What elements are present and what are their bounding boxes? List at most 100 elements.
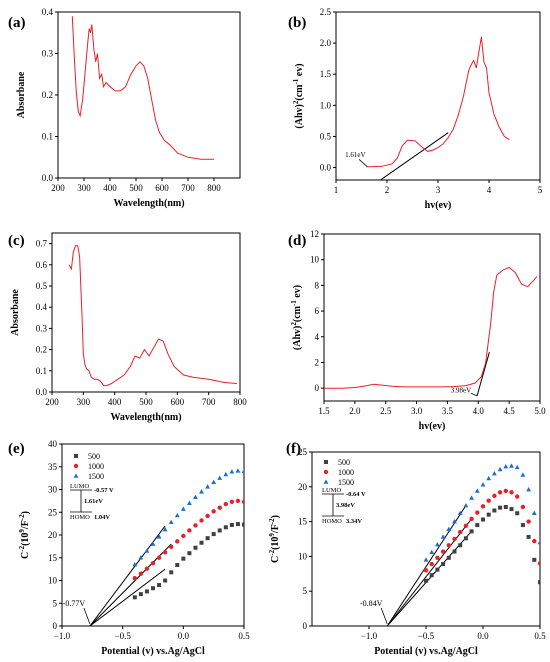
data-point bbox=[229, 522, 234, 527]
data-point bbox=[440, 534, 446, 539]
data-point bbox=[498, 505, 503, 510]
data-point bbox=[187, 551, 192, 556]
x-tick-label: 2 bbox=[385, 185, 390, 195]
y-tick-label: 0 bbox=[53, 621, 58, 631]
x-tick-label: 800 bbox=[207, 183, 221, 193]
x-tick-label: 2.5 bbox=[380, 406, 392, 416]
data-point bbox=[235, 498, 241, 504]
panel-label: (f) bbox=[286, 441, 301, 457]
data-point bbox=[193, 523, 198, 528]
lumo-label: LUMO bbox=[70, 483, 89, 490]
data-point bbox=[526, 519, 531, 524]
data-point bbox=[526, 486, 531, 492]
data-point bbox=[515, 494, 520, 499]
plot-area bbox=[71, 16, 214, 160]
series-line bbox=[71, 16, 214, 160]
data-point bbox=[435, 555, 440, 560]
y-tick-label: 0.3 bbox=[36, 323, 48, 333]
data-point bbox=[520, 472, 526, 477]
x-tick-label: 500 bbox=[139, 397, 153, 407]
fit-line bbox=[386, 505, 467, 626]
x-tick-label: 400 bbox=[108, 397, 122, 407]
legend-label: 1000 bbox=[88, 462, 104, 471]
data-point bbox=[151, 586, 155, 591]
data-point bbox=[503, 488, 508, 494]
x-tick-label: 300 bbox=[77, 397, 91, 407]
x-tick-label: 300 bbox=[77, 183, 91, 193]
data-point bbox=[492, 493, 497, 499]
legend-label: 1000 bbox=[338, 468, 354, 477]
y-tick-label: 6 bbox=[315, 306, 320, 316]
x-tick-label: 5.0 bbox=[534, 406, 546, 416]
data-point bbox=[162, 526, 168, 532]
fit-line bbox=[386, 518, 472, 626]
data-point bbox=[132, 561, 138, 567]
y-tick-label: 0.0 bbox=[36, 387, 48, 397]
x-tick-label: −0.5 bbox=[115, 631, 132, 641]
x-tick-label: 4.0 bbox=[473, 406, 485, 416]
tangent-line bbox=[379, 132, 449, 180]
y-tick-label: 2.0 bbox=[320, 38, 332, 48]
data-point bbox=[526, 534, 531, 539]
data-point bbox=[150, 561, 156, 566]
data-point bbox=[531, 510, 537, 516]
y-tick-label: 0.2 bbox=[36, 345, 47, 355]
data-point bbox=[174, 512, 180, 518]
x-axis-label: hv(ev) bbox=[425, 200, 452, 211]
y-tick-label: 0.1 bbox=[42, 132, 53, 142]
legend-marker bbox=[73, 463, 79, 469]
panel-label: (a) bbox=[8, 15, 26, 31]
data-point bbox=[205, 484, 210, 489]
data-point bbox=[241, 499, 244, 504]
plot-area bbox=[366, 36, 510, 180]
x-axis-label: Potential (v) vs.Ag/AgCl bbox=[374, 646, 478, 657]
data-point bbox=[144, 589, 149, 594]
y-tick-label: 25 bbox=[298, 447, 308, 457]
data-point bbox=[441, 562, 446, 567]
x-tick-label: 0.0 bbox=[477, 631, 489, 641]
x-axis-label: Wavelength(nm) bbox=[113, 198, 184, 209]
data-point bbox=[229, 469, 235, 474]
legend-label: 1500 bbox=[338, 478, 354, 487]
data-point bbox=[211, 479, 217, 485]
annotation-arrow bbox=[358, 159, 368, 167]
data-point bbox=[144, 566, 150, 571]
data-point bbox=[169, 544, 174, 550]
data-point bbox=[424, 578, 428, 583]
y-tick-label: 0.5 bbox=[36, 281, 48, 291]
y-tick-label: 10 bbox=[298, 551, 308, 561]
x-tick-label: 3.0 bbox=[411, 406, 423, 416]
data-point bbox=[532, 557, 537, 562]
x-tick-label: 4.5 bbox=[504, 406, 516, 416]
data-point bbox=[223, 525, 228, 530]
y-axis-label: (Ahv)2(cm-1 ev) bbox=[292, 63, 305, 128]
series-line bbox=[324, 266, 538, 389]
y-tick-label: 2.5 bbox=[320, 7, 332, 17]
tangent-line bbox=[476, 352, 490, 396]
y-tick-label: 4 bbox=[315, 332, 320, 342]
data-point bbox=[480, 504, 486, 509]
x-tick-label: 3.5 bbox=[442, 406, 454, 416]
data-point bbox=[163, 578, 168, 583]
y-tick-label: 12 bbox=[310, 229, 319, 239]
data-point bbox=[446, 526, 452, 532]
fit-line bbox=[386, 531, 472, 626]
y-tick-label: 1.0 bbox=[320, 100, 332, 110]
data-point bbox=[475, 510, 480, 515]
plot-area bbox=[386, 463, 540, 626]
data-point bbox=[481, 517, 485, 522]
data-point bbox=[199, 518, 204, 523]
data-point bbox=[509, 490, 514, 495]
y-tick-label: 0.3 bbox=[42, 49, 54, 59]
data-point bbox=[199, 540, 204, 545]
homo-label: HOMO bbox=[70, 514, 90, 521]
data-point bbox=[235, 522, 240, 527]
data-point bbox=[423, 557, 429, 562]
legend-marker bbox=[324, 460, 328, 464]
data-point bbox=[469, 495, 474, 500]
y-tick-label: 15 bbox=[48, 553, 58, 563]
y-tick-label: 2 bbox=[315, 357, 320, 367]
data-point bbox=[180, 506, 186, 511]
legend-marker bbox=[73, 473, 79, 478]
x-tick-label: 200 bbox=[51, 183, 65, 193]
